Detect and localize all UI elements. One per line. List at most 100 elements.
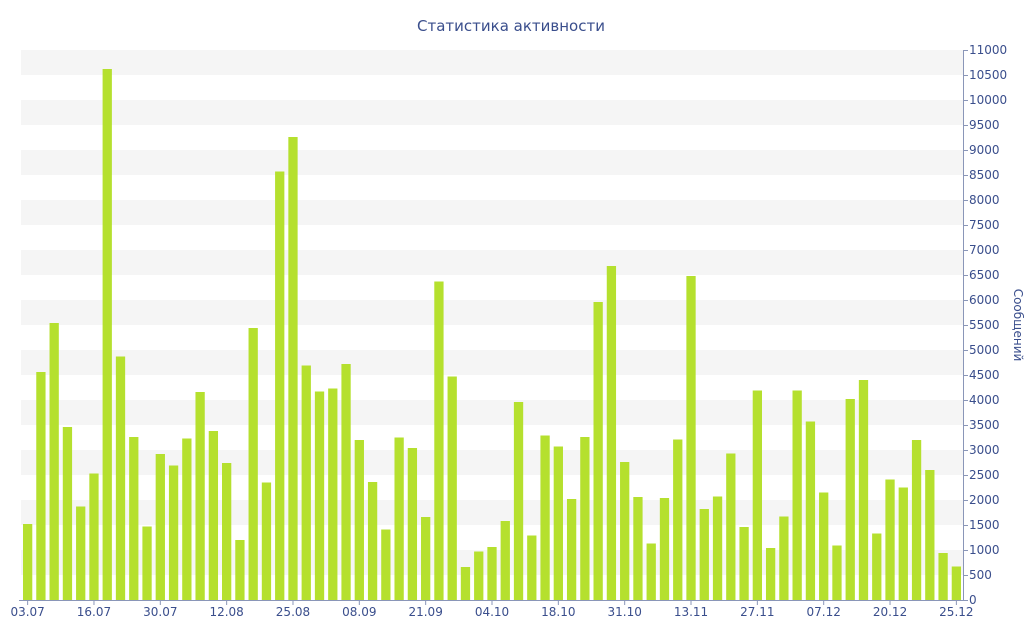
- y-tick-label: 10000: [969, 93, 1007, 107]
- bar[interactable]: [765, 548, 776, 600]
- y-tick-label: 0: [969, 593, 977, 607]
- grid-band: [21, 100, 963, 125]
- x-tick-label: 31.10: [607, 605, 641, 619]
- bar[interactable]: [129, 437, 139, 600]
- bar[interactable]: [805, 421, 816, 601]
- y-tick-label: 7000: [969, 243, 1000, 257]
- bar[interactable]: [76, 506, 86, 601]
- bar[interactable]: [22, 524, 33, 600]
- x-tick-label: 21.09: [408, 605, 442, 619]
- x-tick-label: 27.11: [740, 605, 774, 619]
- x-tick-label: 18.10: [541, 605, 575, 619]
- bar[interactable]: [832, 545, 842, 601]
- bar[interactable]: [633, 497, 643, 600]
- bar[interactable]: [659, 498, 670, 600]
- bar[interactable]: [646, 543, 656, 601]
- bar[interactable]: [381, 529, 391, 601]
- bar[interactable]: [925, 470, 935, 600]
- bar[interactable]: [182, 438, 192, 601]
- bar[interactable]: [142, 526, 152, 601]
- bar[interactable]: [566, 499, 577, 600]
- bar[interactable]: [62, 427, 73, 600]
- bar[interactable]: [885, 479, 895, 601]
- bar[interactable]: [208, 431, 219, 600]
- bar[interactable]: [487, 547, 497, 600]
- bar[interactable]: [474, 551, 484, 601]
- bar[interactable]: [686, 276, 696, 600]
- bar[interactable]: [394, 437, 404, 601]
- bar[interactable]: [752, 390, 762, 601]
- bar[interactable]: [367, 482, 378, 600]
- y-tick-label: 9000: [969, 143, 1000, 157]
- bar[interactable]: [89, 473, 99, 601]
- bar[interactable]: [513, 402, 524, 600]
- bar[interactable]: [673, 439, 683, 601]
- bar[interactable]: [235, 540, 245, 600]
- bar[interactable]: [195, 392, 205, 600]
- bar[interactable]: [261, 482, 272, 601]
- bar[interactable]: [354, 440, 364, 600]
- y-tick-label: 4000: [969, 393, 1000, 407]
- bar[interactable]: [421, 517, 431, 600]
- bar[interactable]: [938, 553, 948, 600]
- y-tick-label: 8500: [969, 168, 1000, 182]
- bar[interactable]: [222, 463, 232, 600]
- bar[interactable]: [845, 399, 855, 600]
- bar[interactable]: [275, 171, 285, 601]
- y-axis-label: Сообщений: [1011, 289, 1024, 362]
- y-tick-label: 1500: [969, 518, 1000, 532]
- y-tick-label: 3500: [969, 418, 1000, 432]
- bar[interactable]: [779, 516, 789, 601]
- bar[interactable]: [911, 440, 922, 600]
- axes: 0 500 1000 1500 2000 2500 3000 3500 4000 4500 5000…: [10, 43, 1007, 619]
- bar[interactable]: [314, 391, 325, 601]
- bar[interactable]: [553, 446, 563, 601]
- bar[interactable]: [434, 281, 444, 601]
- bar[interactable]: [620, 462, 630, 600]
- bar[interactable]: [460, 567, 471, 600]
- bar-series: [22, 69, 962, 601]
- bar[interactable]: [115, 356, 126, 601]
- grid-band: [21, 150, 963, 175]
- bar[interactable]: [606, 266, 617, 600]
- bar[interactable]: [447, 376, 457, 601]
- bar[interactable]: [301, 365, 311, 601]
- grid-band: [21, 50, 963, 75]
- y-tick-label: 7500: [969, 218, 1000, 232]
- bar[interactable]: [527, 535, 537, 601]
- bar[interactable]: [500, 521, 510, 600]
- bar[interactable]: [36, 372, 46, 600]
- bar[interactable]: [288, 137, 298, 600]
- bar[interactable]: [712, 496, 723, 601]
- grid-band: [21, 200, 963, 225]
- bar[interactable]: [739, 527, 749, 600]
- y-tick-label: 5500: [969, 318, 1000, 332]
- bar[interactable]: [540, 435, 550, 601]
- bar[interactable]: [155, 454, 165, 600]
- bar[interactable]: [792, 390, 802, 601]
- bar[interactable]: [593, 302, 603, 600]
- x-tick-label: 13.11: [674, 605, 708, 619]
- bar[interactable]: [898, 487, 908, 601]
- bar[interactable]: [341, 364, 351, 600]
- bar[interactable]: [726, 453, 736, 601]
- bar[interactable]: [168, 465, 179, 601]
- bar[interactable]: [102, 69, 112, 600]
- y-tick-label: 1000: [969, 543, 1000, 557]
- x-tick-label: 04.10: [475, 605, 509, 619]
- bar[interactable]: [699, 509, 709, 600]
- bar[interactable]: [951, 566, 962, 601]
- grid-band: [21, 350, 963, 375]
- y-tick-label: 9500: [969, 118, 1000, 132]
- bar[interactable]: [872, 533, 882, 601]
- bar[interactable]: [858, 380, 869, 600]
- y-tick-label: 10500: [969, 68, 1007, 82]
- bar[interactable]: [328, 388, 338, 601]
- bar[interactable]: [580, 437, 590, 600]
- x-tick-label: 03.07: [10, 605, 44, 619]
- bar[interactable]: [819, 492, 829, 601]
- bar[interactable]: [407, 448, 418, 600]
- bar[interactable]: [248, 328, 258, 600]
- y-tick-label: 6500: [969, 268, 1000, 282]
- bar[interactable]: [49, 323, 59, 600]
